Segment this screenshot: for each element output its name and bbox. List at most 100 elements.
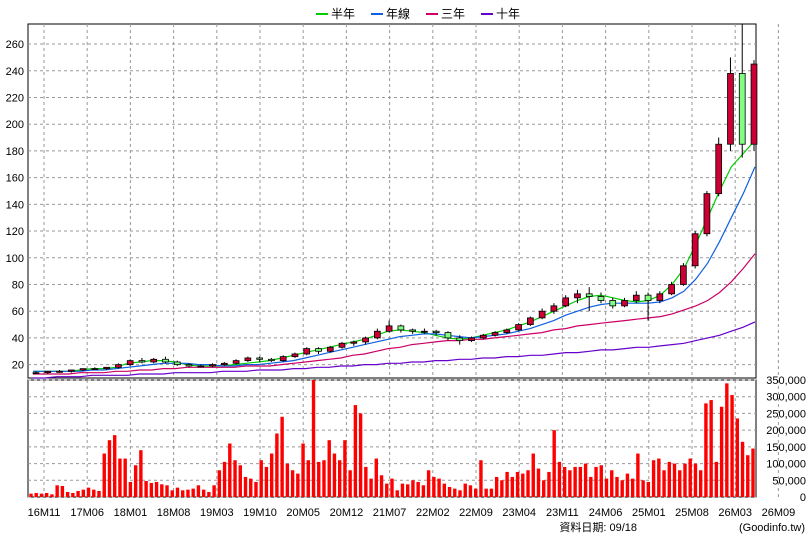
price-y-tick-label: 120 — [6, 226, 24, 238]
volume-bar — [317, 461, 321, 497]
volume-bar — [704, 403, 708, 497]
candle — [291, 352, 299, 358]
volume-bar — [34, 492, 38, 497]
volume-bar — [521, 473, 525, 497]
volume-bar — [196, 485, 201, 497]
candle — [279, 355, 287, 362]
price-y-tick-label: 100 — [6, 253, 24, 265]
volume-bar — [552, 430, 556, 497]
candlesticks — [32, 24, 758, 375]
volume-bar — [698, 470, 703, 497]
candle-body-up — [385, 325, 393, 332]
x-tick-label: 21M07 — [373, 507, 407, 519]
candle-body-down — [315, 348, 322, 352]
volume-bar — [337, 460, 342, 497]
candle — [150, 357, 158, 364]
candle-body-up — [574, 293, 581, 299]
candle — [338, 341, 346, 349]
volume-bar — [610, 470, 614, 497]
volume-bar — [243, 476, 248, 497]
volume-bar — [714, 461, 719, 497]
volume-bar — [228, 443, 232, 497]
candle-body-down — [585, 293, 593, 297]
candle-body-down — [138, 360, 146, 363]
volume-bar — [568, 470, 572, 497]
candle — [115, 363, 122, 369]
volume-bar — [557, 461, 562, 497]
x-tick-label: 19M10 — [243, 507, 277, 519]
candle-body-up — [632, 294, 640, 301]
volume-bar — [730, 395, 734, 497]
volume-bar — [107, 440, 112, 497]
volume-bar — [285, 463, 290, 497]
volume-bar — [625, 473, 630, 497]
volume-bar — [405, 484, 410, 497]
x-tick-label: 18M01 — [114, 507, 148, 519]
volume-bar — [369, 478, 373, 497]
volume-bar — [55, 485, 59, 497]
price-y-tick-label: 40 — [12, 333, 24, 345]
volume-bar — [65, 491, 70, 497]
x-tick-label: 25M01 — [632, 507, 666, 519]
candle — [574, 289, 581, 304]
price-y-tick-label: 160 — [6, 173, 24, 185]
ma-line-三年 — [33, 253, 756, 375]
candle-body-up — [79, 368, 87, 371]
volume-bar — [264, 466, 269, 497]
volume-bar — [160, 484, 164, 497]
volume-bar — [536, 468, 541, 497]
volume-bar — [186, 489, 190, 497]
candle — [585, 287, 593, 312]
volume-bar — [474, 488, 478, 497]
candle-body-up — [374, 330, 381, 339]
candle — [362, 336, 369, 345]
volume-bar — [657, 458, 661, 497]
candle-body-up — [291, 353, 299, 358]
candle-body-down — [162, 358, 169, 363]
volume-y-tick-label: 250,000 — [766, 408, 806, 420]
x-tick-label: 23M11 — [546, 507, 579, 519]
candle-body-down — [409, 329, 416, 332]
volume-bar — [458, 490, 462, 497]
candle — [538, 308, 546, 320]
price-y-tick-label: 20 — [12, 360, 24, 372]
candle — [91, 367, 99, 371]
volume-bar — [139, 450, 143, 497]
volume-bar — [322, 460, 326, 497]
candle — [680, 263, 687, 286]
volume-bar — [751, 448, 755, 497]
volume-y-tick-label: 300,000 — [766, 392, 806, 404]
volume-bar — [327, 440, 331, 497]
volume-bar — [311, 380, 316, 497]
candle — [738, 24, 746, 158]
volume-bar — [630, 478, 635, 497]
candle-body-up — [303, 348, 311, 355]
volume-bar — [201, 489, 206, 497]
candle-body-down — [268, 358, 275, 362]
x-tick-label: 26M09 — [762, 507, 796, 519]
candle-body-down — [256, 357, 263, 360]
volume-bar — [463, 483, 467, 497]
volume-bar — [400, 483, 405, 497]
volume-bar — [191, 488, 195, 497]
candle-body-down — [644, 294, 652, 301]
volume-bar — [735, 418, 740, 497]
candle-body-down — [185, 364, 193, 367]
candle — [444, 331, 452, 341]
volume-bar — [275, 433, 279, 497]
candle-body-up — [232, 360, 240, 364]
candle — [527, 316, 534, 326]
candle — [138, 357, 146, 364]
candle-body-up — [338, 342, 346, 348]
candle — [315, 347, 322, 354]
candle — [609, 297, 617, 309]
candle-body-down — [738, 73, 746, 145]
candle — [32, 371, 40, 375]
volume-bar — [175, 487, 180, 497]
volume-bar — [44, 492, 49, 497]
volume-bar — [421, 485, 426, 497]
volume-bar — [364, 466, 368, 497]
price-y-tick-label: 240 — [6, 66, 24, 78]
volume-bar — [651, 460, 656, 497]
